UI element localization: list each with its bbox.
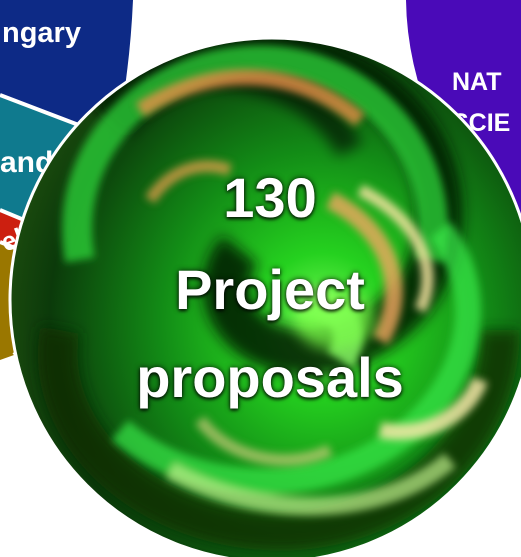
label-natural-sciences-line1: NAT [452,68,502,96]
label-hungary: ngary [2,17,81,49]
